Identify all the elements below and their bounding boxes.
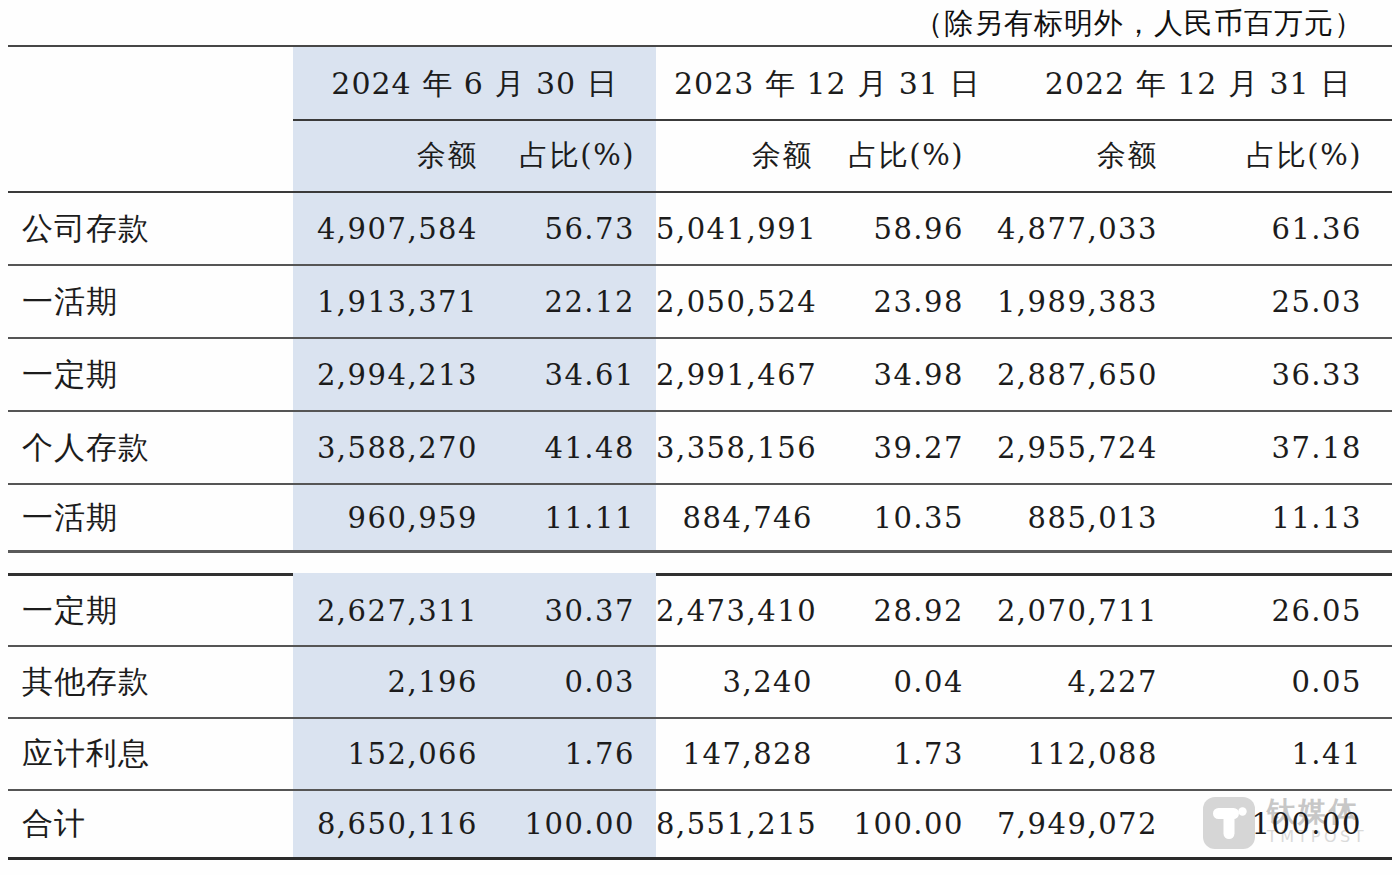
row-label: 应计利息 <box>8 733 293 775</box>
table-row-accrued-interest: 应计利息 152,066 1.76 147,828 1.73 112,088 1… <box>8 719 1392 791</box>
balance-2023: 3,358,156 <box>656 431 815 465</box>
header-share-2023: 占比(%) <box>815 136 966 176</box>
table-row-corporate-time: 一定期 2,994,213 34.61 2,991,467 34.98 2,88… <box>8 339 1392 412</box>
share-2022: 11.13 <box>1160 501 1392 535</box>
report-page: （除另有标明外，人民币百万元） 2024 年 6 月 30 日 2023 年 1… <box>0 0 1400 875</box>
balance-2023: 147,828 <box>656 737 815 771</box>
deposits-table: 2024 年 6 月 30 日 2023 年 12 月 31 日 2022 年 … <box>8 45 1392 860</box>
balance-2024: 2,994,213 <box>293 358 480 392</box>
share-2022: 36.33 <box>1160 358 1392 392</box>
row-label: 个人存款 <box>8 427 293 469</box>
share-2023: 1.73 <box>815 737 966 771</box>
header-balance-2023: 余额 <box>656 136 815 176</box>
balance-2024: 8,650,116 <box>293 807 480 841</box>
share-2022: 26.05 <box>1160 594 1392 628</box>
balance-2024: 960,959 <box>293 501 480 535</box>
table-row-corporate-demand: 一活期 1,913,371 22.12 2,050,524 23.98 1,98… <box>8 266 1392 339</box>
row-label: 公司存款 <box>8 208 293 250</box>
unit-note: （除另有标明外，人民币百万元） <box>914 4 1364 44</box>
balance-2023: 2,991,467 <box>656 358 815 392</box>
share-2024: 30.37 <box>480 594 656 628</box>
table-section-1: 公司存款 4,907,584 56.73 5,041,991 58.96 4,8… <box>8 193 1392 553</box>
balance-2023: 8,551,215 <box>656 807 815 841</box>
col-group-2022-date: 2022 年 12 月 31 日 <box>966 64 1392 105</box>
share-2024: 22.12 <box>480 285 656 319</box>
page-break-gap <box>8 553 1392 573</box>
share-2023: 58.96 <box>815 212 966 246</box>
balance-2024: 4,907,584 <box>293 212 480 246</box>
balance-2024: 3,588,270 <box>293 431 480 465</box>
share-2023: 28.92 <box>815 594 966 628</box>
header-share-2022: 占比(%) <box>1160 136 1392 176</box>
row-label: 一定期 <box>8 354 293 396</box>
balance-2022: 112,088 <box>966 737 1160 771</box>
balance-2023: 2,050,524 <box>656 285 815 319</box>
row-label: 一活期 <box>8 497 293 539</box>
table-section-2: 一定期 2,627,311 30.37 2,473,410 28.92 2,07… <box>8 573 1392 860</box>
balance-2024: 152,066 <box>293 737 480 771</box>
balance-2022: 2,070,711 <box>966 594 1160 628</box>
balance-2022: 885,013 <box>966 501 1160 535</box>
share-2023: 39.27 <box>815 431 966 465</box>
balance-2022: 4,227 <box>966 665 1160 699</box>
balance-2024: 2,627,311 <box>293 594 480 628</box>
balance-2023: 3,240 <box>656 665 815 699</box>
col-group-2023-date: 2023 年 12 月 31 日 <box>656 64 966 105</box>
balance-2023: 884,746 <box>656 501 815 535</box>
balance-2022: 2,955,724 <box>966 431 1160 465</box>
table-row-personal-deposits: 个人存款 3,588,270 41.48 3,358,156 39.27 2,9… <box>8 412 1392 485</box>
share-2023: 34.98 <box>815 358 966 392</box>
share-2024: 0.03 <box>480 665 656 699</box>
header-share-2024: 占比(%) <box>480 136 656 176</box>
balance-2022: 1,989,383 <box>966 285 1160 319</box>
header-balance-2024: 余额 <box>293 136 480 176</box>
share-2023: 23.98 <box>815 285 966 319</box>
balance-2024: 2,196 <box>293 665 480 699</box>
row-label: 一活期 <box>8 281 293 323</box>
balance-2023: 5,041,991 <box>656 212 815 246</box>
balance-2024: 1,913,371 <box>293 285 480 319</box>
share-2024: 11.11 <box>480 501 656 535</box>
share-2024: 34.61 <box>480 358 656 392</box>
share-2023: 100.00 <box>815 807 966 841</box>
share-2024: 56.73 <box>480 212 656 246</box>
share-2022: 25.03 <box>1160 285 1392 319</box>
table-row-other-deposits: 其他存款 2,196 0.03 3,240 0.04 4,227 0.05 <box>8 647 1392 719</box>
share-2024: 41.48 <box>480 431 656 465</box>
row-label: 其他存款 <box>8 661 293 703</box>
share-2022: 61.36 <box>1160 212 1392 246</box>
balance-2022: 4,877,033 <box>966 212 1160 246</box>
share-2022: 100.00 <box>1160 807 1392 841</box>
table-row-personal-time: 一定期 2,627,311 30.37 2,473,410 28.92 2,07… <box>8 576 1392 647</box>
table-row-personal-demand: 一活期 960,959 11.11 884,746 10.35 885,013 … <box>8 485 1392 553</box>
balance-2023: 2,473,410 <box>656 594 815 628</box>
table-row-corporate-deposits: 公司存款 4,907,584 56.73 5,041,991 58.96 4,8… <box>8 193 1392 266</box>
balance-2022: 2,887,650 <box>966 358 1160 392</box>
table-header-subcolumns: 余额 占比(%) 余额 占比(%) 余额 占比(%) <box>8 121 1392 193</box>
col-group-2024-date: 2024 年 6 月 30 日 <box>293 64 656 105</box>
share-2023: 10.35 <box>815 501 966 535</box>
share-2024: 1.76 <box>480 737 656 771</box>
table-row-total: 合计 8,650,116 100.00 8,551,215 100.00 7,9… <box>8 791 1392 860</box>
table-header-dates: 2024 年 6 月 30 日 2023 年 12 月 31 日 2022 年 … <box>8 47 1392 121</box>
header-balance-2022: 余额 <box>966 136 1160 176</box>
share-2022: 37.18 <box>1160 431 1392 465</box>
row-label: 一定期 <box>8 590 293 632</box>
balance-2022: 7,949,072 <box>966 807 1160 841</box>
row-label: 合计 <box>8 803 293 845</box>
share-2024: 100.00 <box>480 807 656 841</box>
share-2023: 0.04 <box>815 665 966 699</box>
share-2022: 1.41 <box>1160 737 1392 771</box>
share-2022: 0.05 <box>1160 665 1392 699</box>
